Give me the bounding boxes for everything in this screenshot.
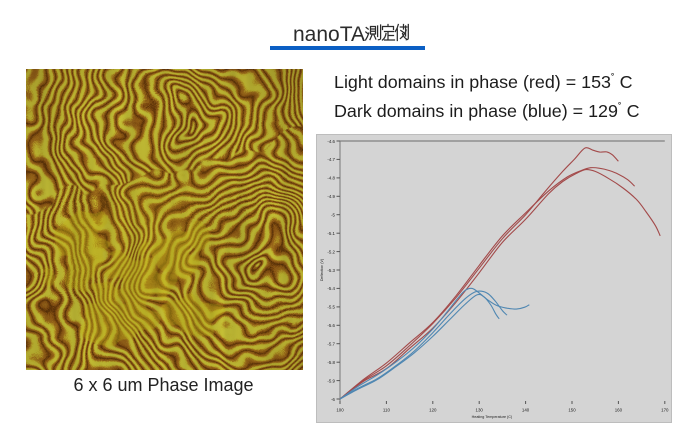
svg-text:110: 110 [383,408,391,413]
svg-text:Deflection (V): Deflection (V) [320,259,324,281]
svg-text:-5.3: -5.3 [327,268,335,273]
svg-text:-5.1: -5.1 [327,231,335,236]
svg-text:-4.6: -4.6 [327,139,335,144]
svg-text:-5.5: -5.5 [327,305,335,310]
svg-text:120: 120 [429,408,437,413]
svg-text:140: 140 [522,408,530,413]
svg-text:-5.9: -5.9 [327,378,335,383]
svg-text:100: 100 [336,408,344,413]
svg-text:-5.2: -5.2 [327,249,335,254]
svg-text:-4.9: -4.9 [327,194,335,199]
svg-text:-6: -6 [331,397,335,402]
svg-text:Heating Temperature (C): Heating Temperature (C) [472,415,513,419]
svg-text:170: 170 [661,408,669,413]
svg-text:150: 150 [568,408,576,413]
svg-text:-5.7: -5.7 [327,342,335,347]
svg-text:130: 130 [476,408,484,413]
svg-text:-5.4: -5.4 [327,286,335,291]
svg-text:-5: -5 [331,213,335,218]
svg-text:-4.7: -4.7 [327,157,335,162]
svg-text:-5.6: -5.6 [327,323,335,328]
svg-text:160: 160 [615,408,623,413]
svg-text:-5.8: -5.8 [327,360,335,365]
svg-text:-4.8: -4.8 [327,176,335,181]
